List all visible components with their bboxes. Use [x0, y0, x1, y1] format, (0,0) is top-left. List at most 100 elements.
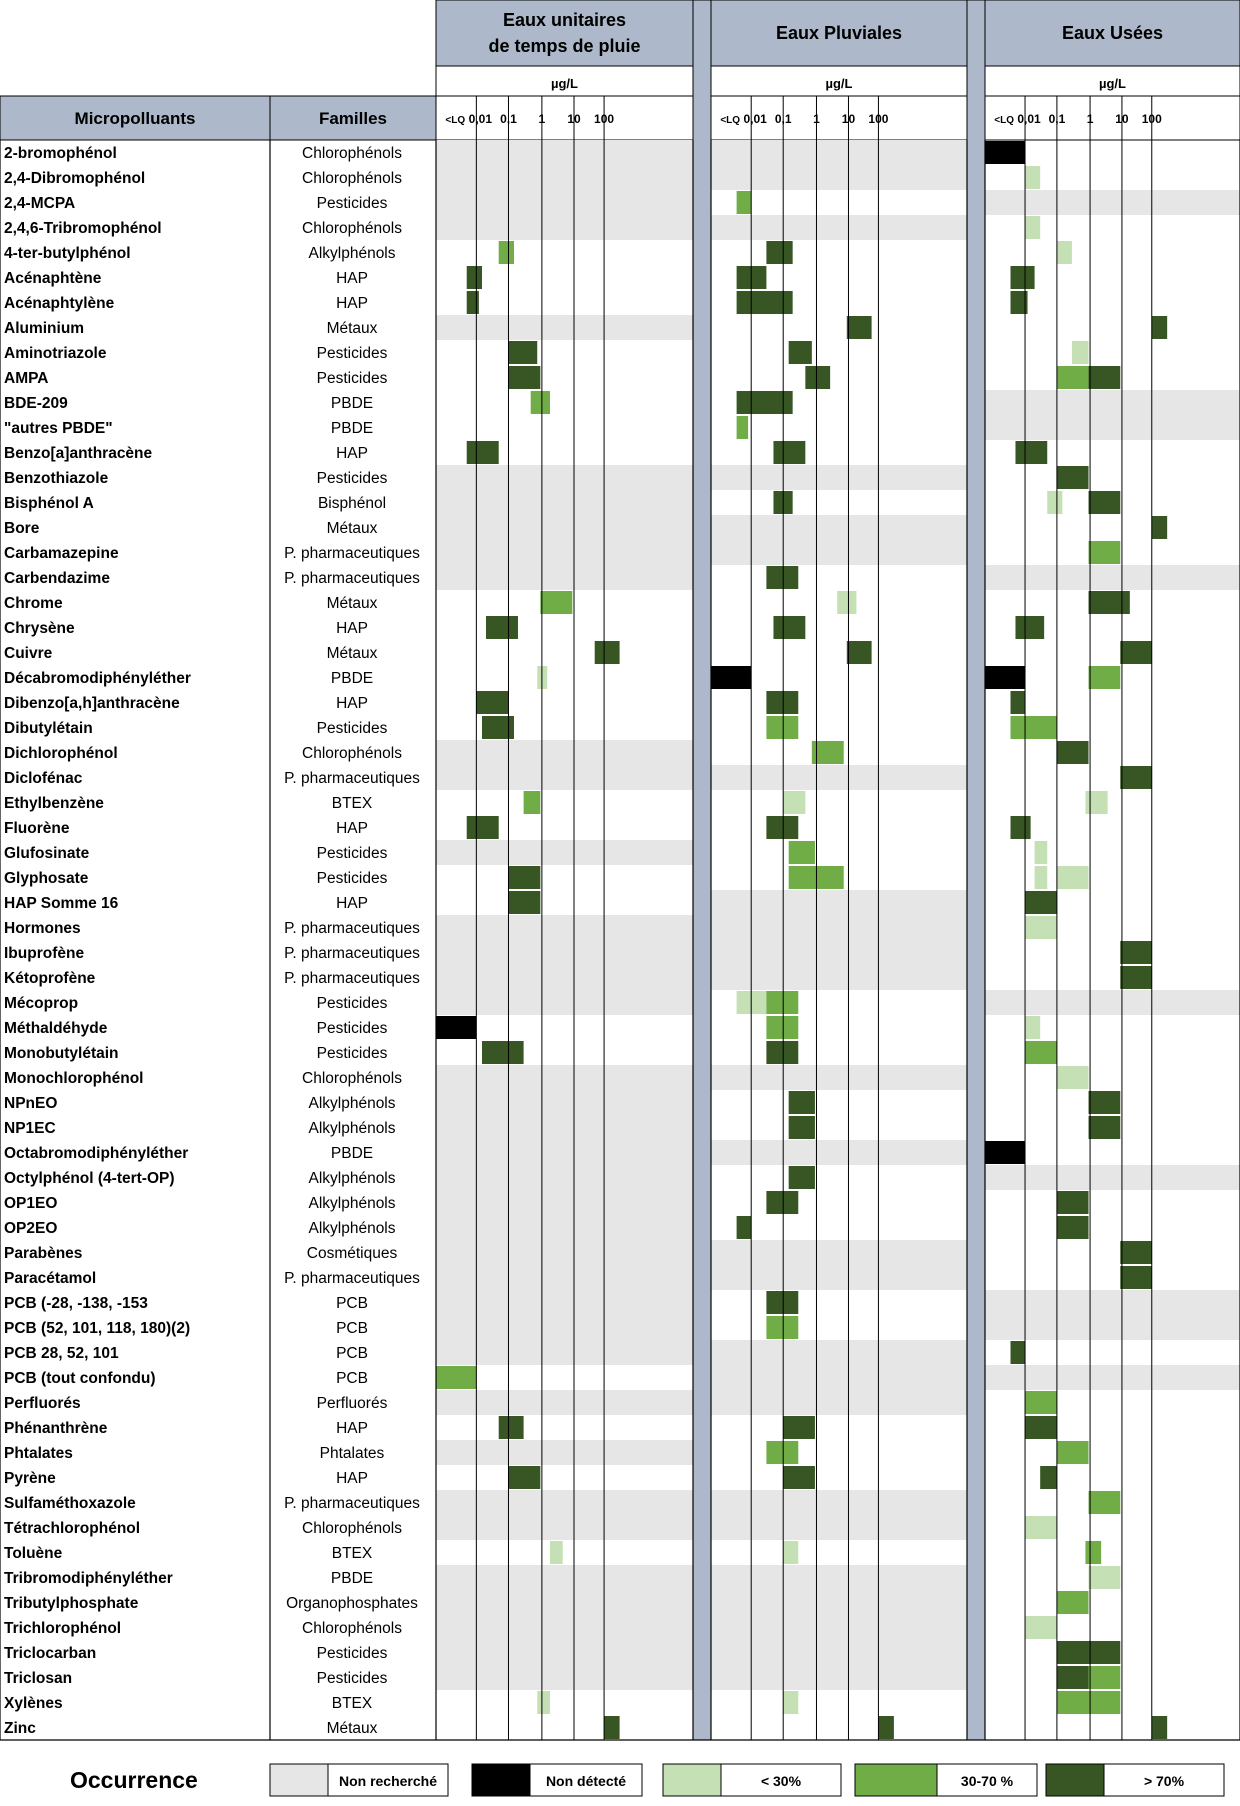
occurrence-bar [1025, 891, 1057, 914]
pollutant-name: Parabènes [4, 1245, 82, 1262]
occurrence-bar [508, 891, 541, 914]
not-searched-cell [711, 1265, 967, 1290]
occurrence-bar [466, 816, 499, 839]
not-searched-cell [436, 165, 693, 190]
pollutant-family: Alkylphénols [308, 1120, 395, 1137]
occurrence-bar [1010, 816, 1031, 839]
occurrence-bar [1088, 666, 1121, 689]
pollutant-family: Métaux [327, 520, 378, 537]
tick-box [984, 95, 1240, 141]
legend-swatch [662, 1763, 722, 1797]
table-row: Triclosan Pesticides [4, 1665, 1121, 1690]
pollutant-name: Benzo[a]anthracène [4, 445, 153, 462]
pollutant-family: HAP [336, 1420, 368, 1437]
not-searched-cell [711, 165, 967, 190]
not-searched-cell [985, 1165, 1240, 1190]
legend-swatch [471, 1763, 531, 1797]
table-row: Cuivre Métaux [4, 641, 1153, 664]
table-row: Carbendazime P. pharmaceutiques [4, 565, 1240, 590]
table-row: Monochlorophénol Chlorophénols [4, 1065, 1089, 1090]
occurrence-bar [773, 616, 806, 639]
table-row: Triclocarban Pesticides [4, 1640, 1121, 1665]
section-title: de temps de pluie [488, 36, 640, 56]
occurrence-bar [1010, 291, 1028, 314]
occurrence-bar [783, 791, 806, 814]
pollutant-family: Métaux [327, 320, 378, 337]
pollutant-name: Perfluorés [4, 1395, 81, 1412]
occurrence-bar [1085, 791, 1108, 814]
pollutant-name: Mécoprop [4, 995, 78, 1012]
occurrence-bar [736, 291, 793, 314]
occurrence-bar [1088, 591, 1130, 614]
table-row: Pyrène HAP [4, 1466, 1057, 1489]
occurrence-bar [481, 1041, 524, 1064]
table-row: Toluène BTEX [4, 1541, 1102, 1564]
col-header-micro [0, 95, 271, 141]
table-row: Benzothiazole Pesticides [4, 465, 1089, 490]
table-row: Sulfaméthoxazole P. pharmaceutiques [4, 1490, 1121, 1515]
occurrence-bar [783, 1691, 799, 1714]
table-row: PCB (tout confondu) PCB [4, 1365, 1240, 1390]
not-searched-cell [985, 1365, 1240, 1390]
not-searched-cell [436, 215, 693, 240]
not-searched-cell [711, 1565, 967, 1590]
unit-label: µg/L [826, 76, 853, 91]
pollutant-name: Kétoprofène [4, 970, 96, 987]
pollutant-name: Glyphosate [4, 870, 89, 887]
occurrence-bar [788, 1116, 815, 1139]
table-row: Xylènes BTEX [4, 1691, 1121, 1714]
pollutant-family: Alkylphénols [308, 1095, 395, 1112]
occurrence-bar [1088, 366, 1121, 389]
occurrence-bar [540, 591, 573, 614]
col-header-family [269, 95, 437, 141]
pollutant-family: Pesticides [317, 870, 388, 887]
pollutant-name: Dibenzo[a,h]anthracène [4, 695, 180, 712]
section-title: Eaux Usées [1062, 23, 1163, 43]
pollutant-name: Octabromodiphényléther [4, 1145, 188, 1162]
occurrence-bar [508, 1466, 541, 1489]
table-row: NPnEO Alkylphénols [4, 1090, 1121, 1115]
not-searched-cell [436, 515, 693, 540]
occurrence-bar [1025, 1516, 1057, 1539]
occurrence-bar [1040, 1466, 1057, 1489]
pollutant-family: P. pharmaceutiques [284, 570, 420, 587]
occurrence-bar [766, 816, 799, 839]
occurrence-bar [1088, 1116, 1121, 1139]
pollutant-family: Chlorophénols [302, 1520, 402, 1537]
table-row: Acénaphtylène HAP [4, 291, 1028, 314]
table-row: Tributylphosphate Organophosphates [4, 1590, 1089, 1615]
pollutant-name: NPnEO [4, 1095, 57, 1112]
pollutant-family: Pesticides [317, 370, 388, 387]
table-row: Monobutylétain Pesticides [4, 1041, 1057, 1064]
unit-box [435, 65, 694, 97]
pollutant-name: Chrome [4, 595, 63, 612]
occurrence-bar [466, 441, 499, 464]
occurrence-bar [1025, 1016, 1041, 1039]
pollutant-name: Xylènes [4, 1695, 63, 1712]
occurrence-bar [1056, 1666, 1089, 1689]
grid-lines [0, 96, 1240, 1741]
legend-item: Non recherché [269, 1763, 449, 1797]
table-row: PCB 28, 52, 101 PCB [4, 1340, 1026, 1365]
pollutant-name: Phénanthrène [4, 1420, 108, 1437]
occurrence-bar [1056, 1066, 1089, 1089]
legend-label-box [327, 1763, 449, 1797]
table-row: Bisphénol A Bisphénol [4, 490, 1121, 515]
table-row: "autres PBDE" PBDE [4, 415, 1240, 440]
not-searched-cell [436, 565, 693, 590]
table-row: Ibuprofène P. pharmaceutiques [4, 940, 1153, 965]
occurrence-bar [736, 191, 752, 214]
not-searched-cell [436, 1315, 693, 1340]
table-row: Aluminium Métaux [4, 315, 1168, 340]
occurrence-bar [537, 1691, 550, 1714]
pollutant-name: Diclofénac [4, 770, 83, 787]
not-searched-cell [711, 1615, 967, 1640]
pollutant-name: 4-ter-butylphénol [4, 245, 131, 262]
occurrence-bar [1025, 716, 1057, 739]
not-searched-cell [985, 1315, 1240, 1340]
occurrence-bar [1088, 1641, 1121, 1664]
table-row: Octylphénol (4-tert-OP) Alkylphénols [4, 1165, 1240, 1190]
occurrence-bar [1088, 1491, 1121, 1514]
pollutant-family: Chlorophénols [302, 170, 402, 187]
pollutant-name: "autres PBDE" [4, 420, 113, 437]
